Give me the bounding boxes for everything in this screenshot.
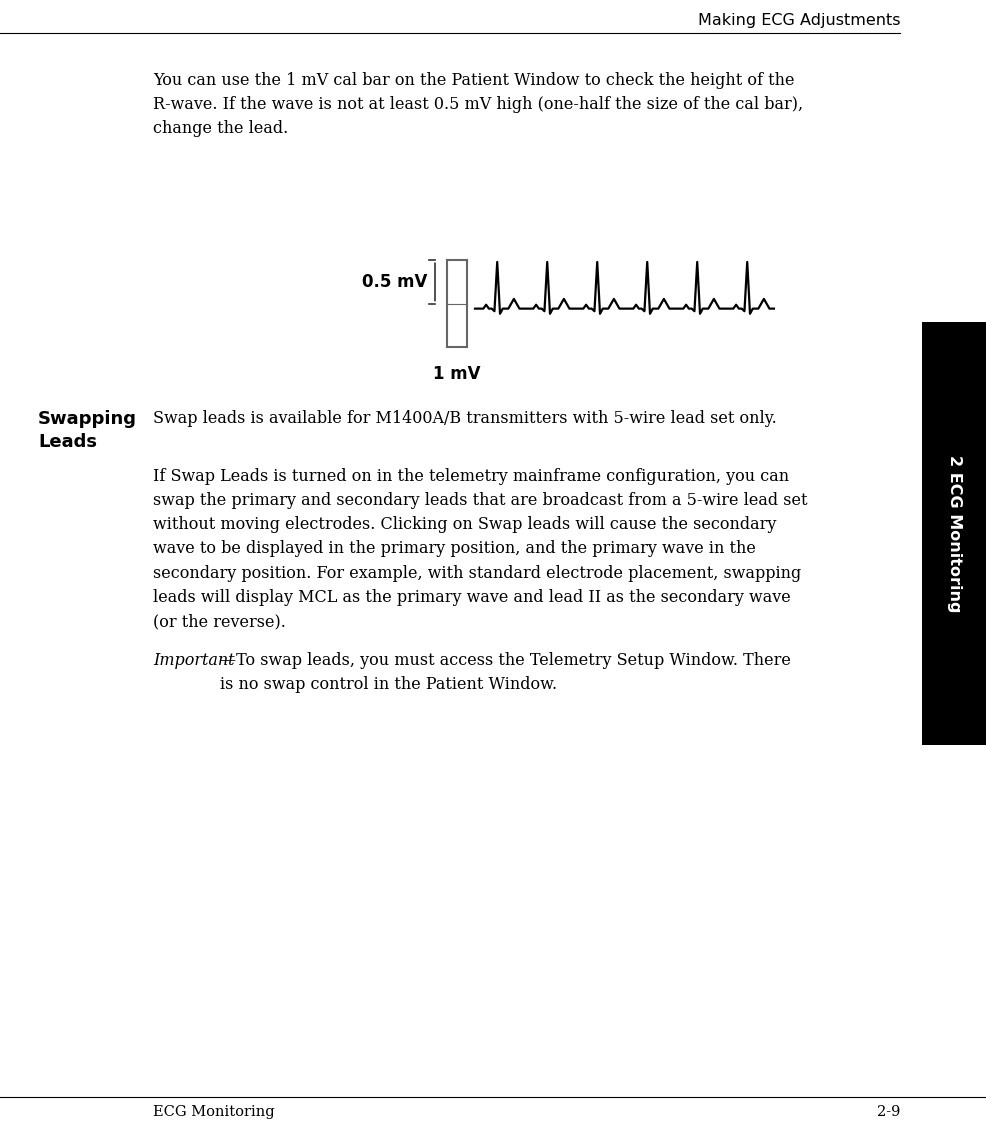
Text: 2 ECG Monitoring: 2 ECG Monitoring — [946, 455, 961, 613]
Text: Swapping
Leads: Swapping Leads — [38, 410, 137, 450]
Text: You can use the 1 mV cal bar on the Patient Window to check the height of the
R-: You can use the 1 mV cal bar on the Pati… — [153, 72, 803, 137]
Text: 2-9: 2-9 — [876, 1105, 899, 1119]
Text: 0.5 mV: 0.5 mV — [361, 273, 427, 291]
Text: ECG Monitoring: ECG Monitoring — [153, 1105, 274, 1119]
Text: If Swap Leads is turned on in the telemetry mainframe configuration, you can
swa: If Swap Leads is turned on in the teleme… — [153, 467, 807, 630]
Text: —To swap leads, you must access the Telemetry Setup Window. There
is no swap con: —To swap leads, you must access the Tele… — [220, 652, 790, 693]
Text: Making ECG Adjustments: Making ECG Adjustments — [697, 13, 899, 27]
Text: 1 mV: 1 mV — [433, 365, 480, 383]
Text: Swap leads is available for M1400A/B transmitters with 5-wire lead set only.: Swap leads is available for M1400A/B tra… — [153, 410, 776, 427]
Text: Important: Important — [153, 652, 235, 669]
